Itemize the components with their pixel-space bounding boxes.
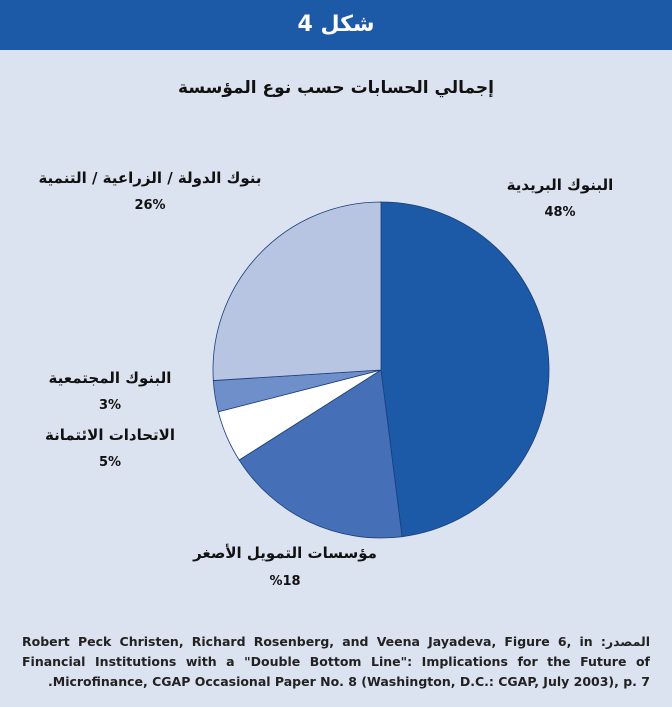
pie-slice [212, 201, 382, 381]
pie-slice [238, 369, 403, 539]
pie-slice [380, 201, 550, 538]
value-label: 3% [98, 398, 122, 413]
category-label: بنوك الدولة / الزراعية / التنمية [38, 169, 262, 187]
category-label: مؤسسات التمويل الأصغر [193, 544, 377, 562]
chart-title: إجمالي الحسابات حسب نوع المؤسسة [178, 78, 494, 98]
value-label: 5% [98, 455, 122, 470]
category-label: البنوك البريدية [506, 176, 614, 194]
category-label: الاتحادات الائتمانة [44, 426, 175, 444]
slice-label: البنوك البريدية 48% [470, 172, 650, 226]
header-title: شكل 4 [0, 0, 672, 50]
category-label: البنوك المجتمعية [48, 369, 172, 387]
value-label: 26% [134, 198, 166, 213]
slice-label: الاتحادات الائتمانة 5% [20, 422, 200, 476]
value-label: 48% [544, 205, 576, 220]
slice-label: بنوك الدولة / الزراعية / التنمية 26% [25, 165, 275, 219]
slice-label: البنوك المجتمعية 3% [20, 365, 200, 419]
value-label: 18% [269, 574, 301, 589]
slice-label: مؤسسات التمويل الأصغر 18% [180, 540, 390, 595]
source-note: المصدر: Robert Peck Christen, Richard Ro… [22, 634, 650, 689]
